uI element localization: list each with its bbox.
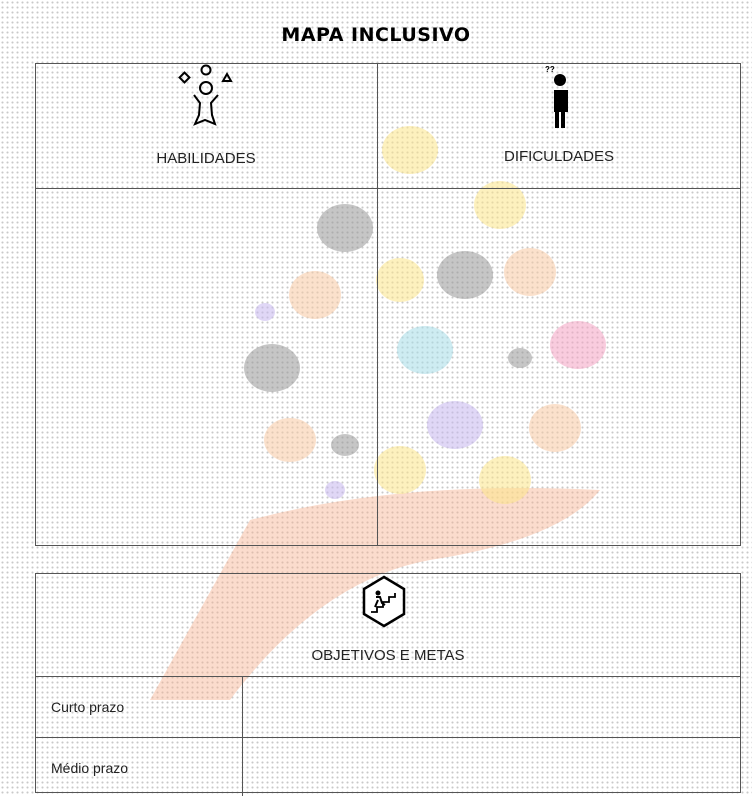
map-table [35,63,741,546]
title: MAPA INCLUSIVO [281,24,471,46]
row-label: Médio prazo [51,760,129,776]
divider [242,676,243,796]
column-heading: DIFICULDADES [503,148,615,165]
goals-table [35,573,741,793]
section-title: OBJETIVOS E METAS [311,647,465,664]
column-heading: HABILIDADES [156,150,256,167]
row-label: Curto prazo [51,699,125,715]
divider [35,737,741,738]
divider [377,63,378,546]
decoration: ?? [150,64,606,700]
divider [35,676,741,677]
svg-text:??: ?? [545,65,555,74]
divider [35,188,741,189]
